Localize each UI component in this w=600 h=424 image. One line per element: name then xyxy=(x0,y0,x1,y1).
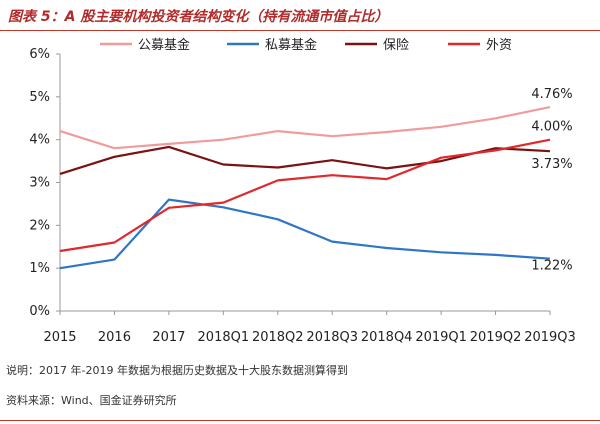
y-tick-label: 5% xyxy=(29,90,50,105)
legend-label: 私募基金 xyxy=(265,37,317,53)
figure-title: 图表 5：A 股主要机构投资者结构变化（持有流通市值占比） xyxy=(8,9,389,25)
series-line xyxy=(59,106,551,150)
chart-axes: 0%1%2%3%4%5%6%2015 2016 2017 2018Q1 2018Q2 20… xyxy=(29,47,575,344)
chart-source: 资料来源：Wind、国金证券研究所 xyxy=(6,394,177,407)
x-tick-label: 2015 xyxy=(43,330,76,344)
x-tick-label: 2018Q3 xyxy=(306,330,358,344)
title-divider xyxy=(0,30,600,31)
y-tick-label: 4% xyxy=(29,133,50,148)
series-line xyxy=(59,198,551,270)
y-tick-label: 1% xyxy=(29,261,50,276)
y-tick-label: 0% xyxy=(29,304,50,319)
x-tick-label: 2017 xyxy=(152,330,185,344)
x-tick-label: 2018Q4 xyxy=(361,330,413,344)
y-tick-label: 3% xyxy=(29,176,50,191)
y-tick-label: 6% xyxy=(29,47,50,62)
bottom-divider xyxy=(0,420,600,421)
x-tick-label: 2019Q2 xyxy=(470,330,522,344)
x-tick-label: 2019Q1 xyxy=(415,330,467,344)
legend-label: 外资 xyxy=(486,38,512,53)
x-tick-label: 2016 xyxy=(98,330,131,344)
chart-series xyxy=(59,106,551,270)
end-value-label: 4.76% xyxy=(531,87,572,102)
x-tick-label: 2019Q3 xyxy=(524,330,576,344)
series-line xyxy=(59,138,551,253)
legend-label: 公募基金 xyxy=(138,37,190,53)
series-line xyxy=(59,145,551,175)
x-tick-label: 2018Q1 xyxy=(198,330,250,344)
legend-label: 保险 xyxy=(383,38,409,53)
chart-note: 说明：2017 年-2019 年数据为根据历史数据及十大股东数据测算得到 xyxy=(6,364,348,377)
y-tick-label: 2% xyxy=(29,218,50,233)
x-tick-label: 2018Q2 xyxy=(252,330,304,344)
chart-end-labels: 4.76% 1.22% 3.73% 4.00% xyxy=(531,87,572,274)
end-value-label: 1.22% xyxy=(531,259,572,274)
line-chart: 0%1%2%3%4%5%6%2015 2016 2017 2018Q1 2018Q2 20… xyxy=(29,37,575,344)
end-value-label: 4.00% xyxy=(531,120,572,135)
end-value-label: 3.73% xyxy=(531,157,572,172)
chart-legend: 公募基金 私募基金 保险 外资 xyxy=(100,37,512,53)
